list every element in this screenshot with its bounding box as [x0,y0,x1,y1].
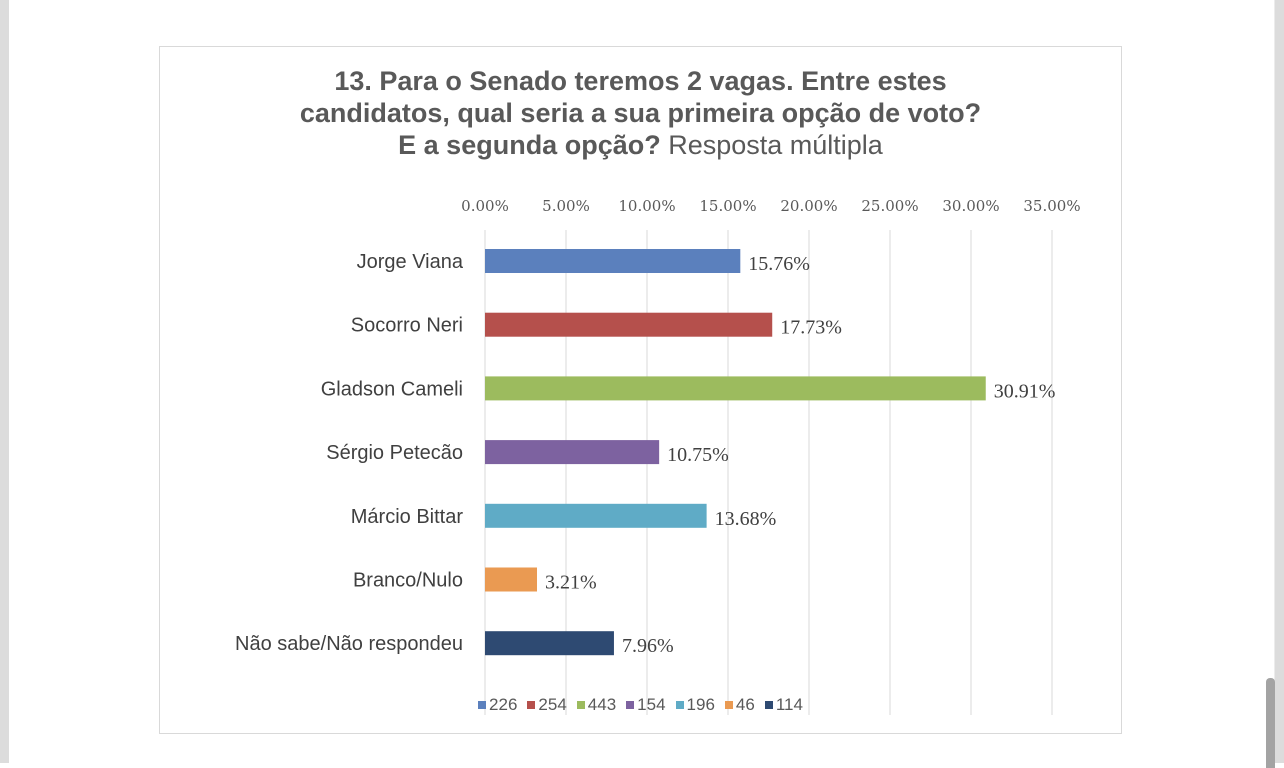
legend-item: 226 [478,695,517,714]
legend-swatch [724,701,733,709]
category-label: Jorge Viana [357,251,464,273]
title-line-3-bold: E a segunda opção? [398,130,661,160]
legend-swatch [626,701,635,709]
legend-label: 196 [686,695,715,714]
legend-label: 154 [637,695,666,714]
bar-socorro-neri [485,312,773,337]
legend: 226 254 443 154 196 46 114 [160,695,1121,715]
legend-label: 254 [538,695,567,714]
page-gutter-left [0,0,9,763]
legend-swatch [675,701,684,709]
legend-label: 226 [489,695,518,714]
category-label: Sérgio Petecão [326,442,463,464]
legend-swatch [576,701,585,709]
category-label: Gladson Cameli [321,378,463,400]
data-label: 10.75% [667,444,729,466]
x-tick-label: 5.00% [542,197,590,215]
x-tick-label: 10.00% [618,197,675,215]
legend-item: 46 [724,695,755,714]
bar-m-rcio-bittar [485,503,707,528]
legend-swatch [478,701,487,709]
bar-gladson-cameli [485,376,986,401]
legend-item: 254 [527,695,567,714]
category-label: Márcio Bittar [351,506,464,528]
data-label: 7.96% [622,635,674,657]
chart-title: 13. Para o Senado teremos 2 vagas. Entre… [160,65,1121,161]
x-tick-label: 20.00% [780,197,837,215]
data-label: 30.91% [994,380,1056,402]
legend-item: 443 [576,695,617,714]
data-label: 17.73% [780,317,842,339]
title-line-1: 13. Para o Senado teremos 2 vagas. Entre… [334,66,947,96]
scrollbar-track[interactable] [1274,0,1284,763]
x-tick-label: 35.00% [1023,197,1080,215]
legend-item: 154 [626,695,666,714]
category-label: Branco/Nulo [353,570,463,592]
bar-n-o-sabe-n-o-respondeu [485,631,614,656]
bar-branco-nulo [485,567,538,592]
x-tick-label: 25.00% [861,197,918,215]
x-tick-label: 15.00% [699,197,756,215]
bar-plot: 0.00% 5.00% 10.00% 15.00% 20.00% 25.00% 30.00%… [235,197,1081,715]
x-tick-label: 30.00% [942,197,999,215]
legend-item: 114 [764,695,803,714]
scrollbar-thumb[interactable] [1266,678,1275,768]
title-line-3-normal: Resposta múltipla [660,130,883,160]
title-line-2: candidatos, qual seria a sua primeira op… [299,98,982,128]
data-label: 3.21% [545,572,597,594]
legend-swatch [764,701,773,709]
category-label: Não sabe/Não respondeu [235,633,463,655]
legend-label: 46 [735,695,755,714]
x-tick-label: 0.00% [461,197,509,215]
legend-item: 196 [675,695,715,714]
data-label: 13.68% [715,508,777,530]
legend-label: 443 [587,695,617,714]
legend-label: 114 [775,695,803,714]
data-label: 15.76% [748,253,810,275]
chart-container: 13. Para o Senado teremos 2 vagas. Entre… [159,46,1122,734]
bar-jorge-viana [485,249,741,273]
legend-swatch [527,701,536,709]
bar-s-rgio-petec-o [485,440,660,465]
category-label: Socorro Neri [351,315,463,337]
